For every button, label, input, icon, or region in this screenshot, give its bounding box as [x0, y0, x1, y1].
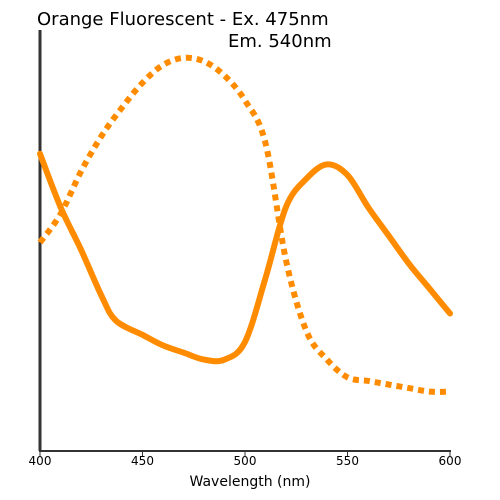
x-tick-label: 450: [131, 454, 154, 468]
x-axis-label: Wavelength (nm): [190, 474, 311, 490]
x-tick-label: 400: [29, 454, 52, 468]
tick-layer: 400 450 500 550 600: [29, 451, 462, 468]
x-tick-label: 550: [336, 454, 359, 468]
excitation-dotted-line: [37, 54, 451, 395]
series-layer: [37, 54, 453, 395]
x-tick-label: 500: [234, 454, 257, 468]
emission-solid-line: [37, 150, 453, 365]
x-tick-label: 600: [439, 454, 462, 468]
chart-title-line-2: Em. 540nm: [228, 31, 332, 52]
chart-title-line-1: Orange Fluorescent - Ex. 475nm: [37, 9, 329, 30]
